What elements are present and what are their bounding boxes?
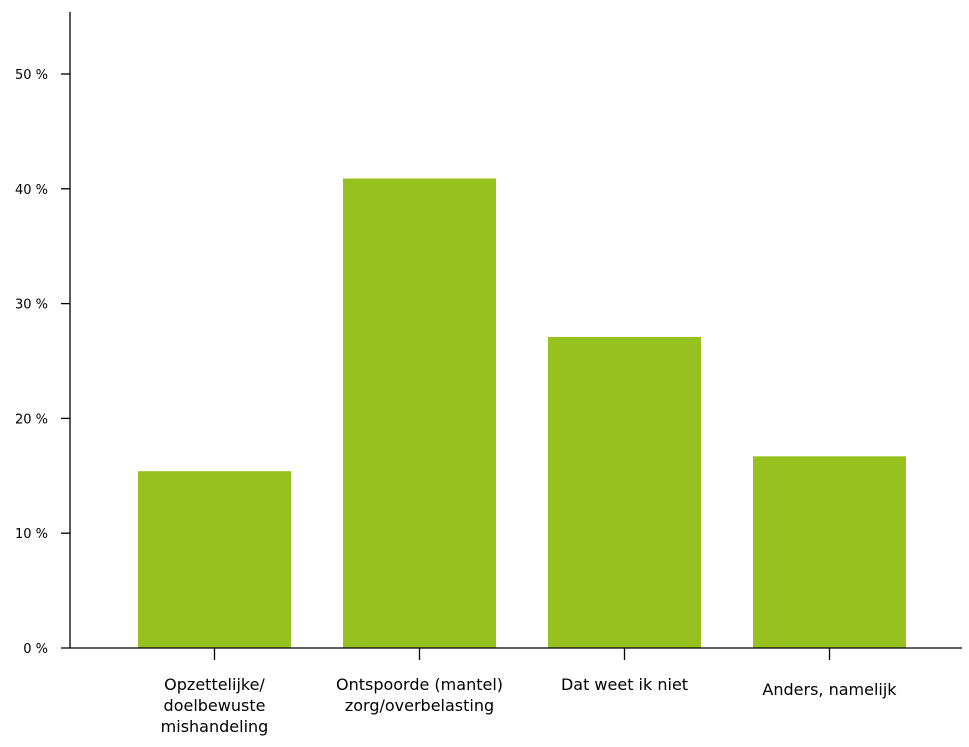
xtick-label-2-line-0: Dat weet ik niet (561, 675, 688, 694)
ytick-label-0: 0 % (23, 642, 48, 657)
xtick-label-0-line-0: Opzettelijke/ (164, 675, 265, 694)
axes-layer (61, 12, 962, 660)
xtick-label-1-line-0: Ontspoorde (mantel) (336, 675, 503, 694)
xtick-label-2: Dat weet ik niet (561, 675, 688, 694)
labels-layer: 0 % 10 % 20 % 30 % 40 % 50 % Opzettelijke/doel… (15, 68, 897, 736)
ytick-label-10: 10 % (15, 527, 48, 542)
bar-0 (138, 471, 291, 648)
xtick-label-3-line-0: Anders, namelijk (762, 680, 897, 699)
ytick-label-50: 50 % (15, 68, 48, 83)
bar-1 (343, 178, 496, 648)
bar-3 (753, 456, 906, 648)
ytick-label-30: 30 % (15, 298, 48, 313)
xtick-label-1-line-1: zorg/overbelasting (345, 696, 494, 715)
ytick-label-40: 40 % (15, 183, 48, 198)
bar-2 (548, 336, 701, 648)
xtick-label-3: Anders, namelijk (762, 680, 897, 699)
ytick-label-20: 20 % (15, 412, 48, 427)
xtick-label-0-line-1: doelbewuste (164, 696, 266, 715)
xtick-label-1: Ontspoorde (mantel) zorg/overbelasting (336, 675, 503, 715)
xtick-label-0: Opzettelijke/doelbewuste mishandeling (161, 675, 269, 736)
bars-layer (138, 178, 906, 648)
xtick-label-0-line-2: mishandeling (161, 717, 269, 736)
